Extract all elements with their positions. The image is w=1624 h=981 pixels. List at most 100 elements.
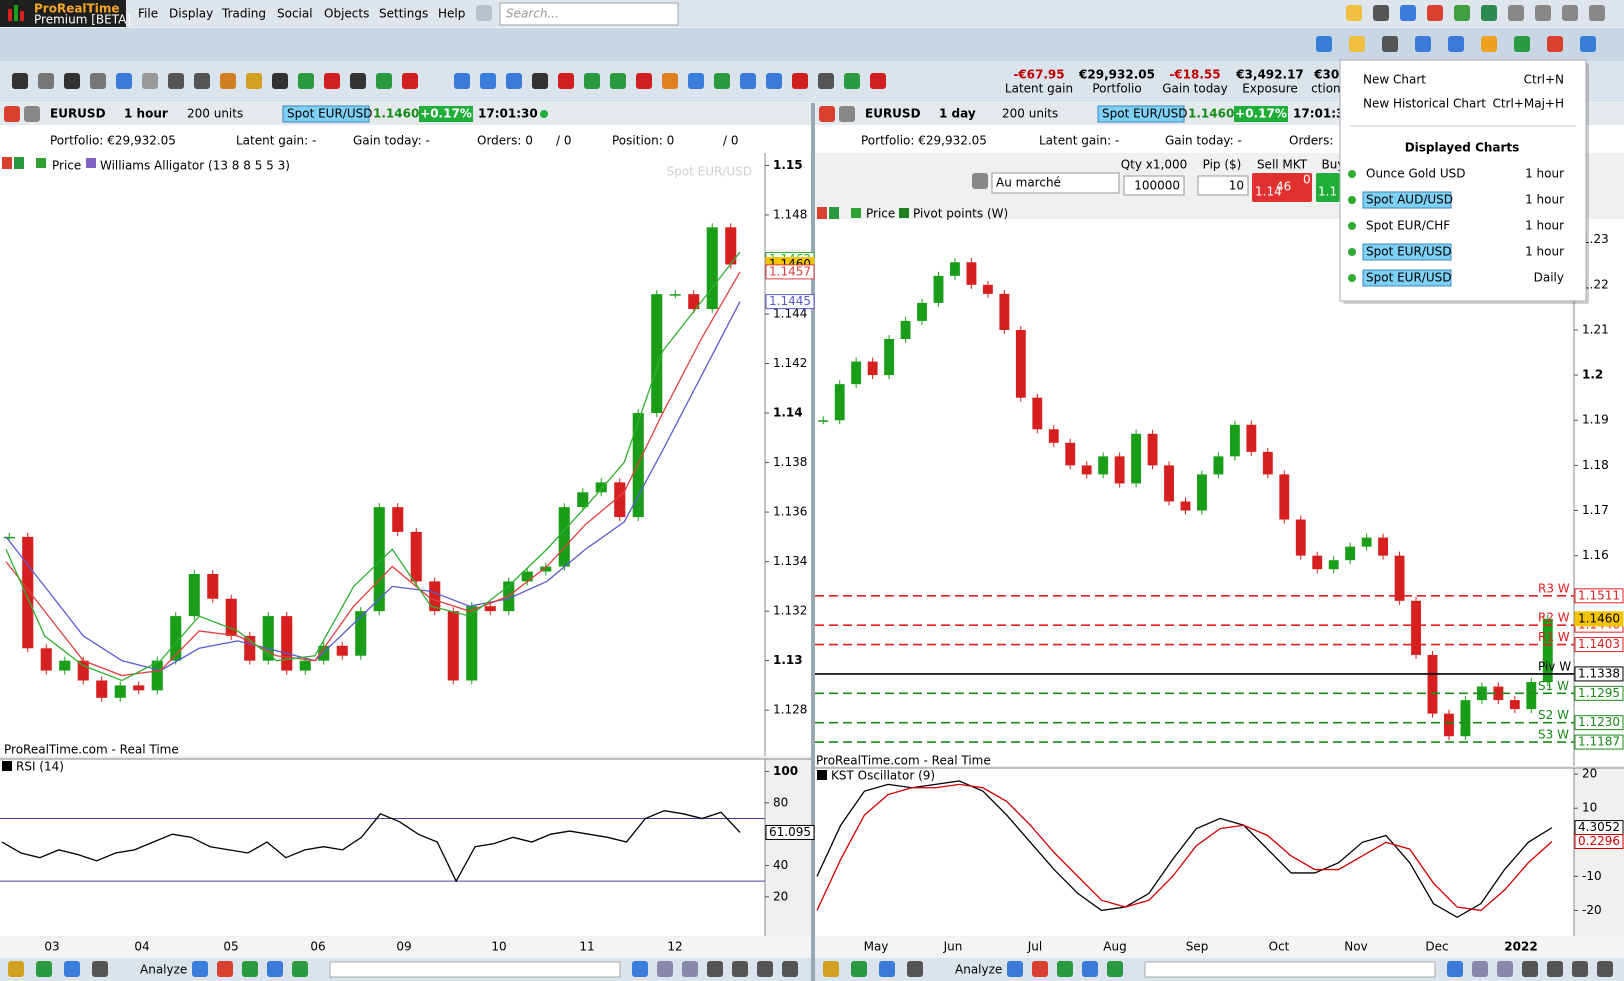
- icon[interactable]: [1508, 5, 1524, 21]
- icon[interactable]: [292, 961, 308, 977]
- menu-item[interactable]: Trading: [221, 7, 266, 21]
- timeframe[interactable]: 1 hour: [124, 107, 168, 121]
- icon[interactable]: [64, 961, 80, 977]
- menu-item[interactable]: Objects: [324, 7, 369, 21]
- icon[interactable]: [38, 73, 54, 89]
- sell-button[interactable]: [1252, 173, 1312, 202]
- icon[interactable]: [92, 961, 108, 977]
- icon[interactable]: [298, 73, 314, 89]
- icon[interactable]: [532, 73, 548, 89]
- icon[interactable]: [1427, 5, 1443, 21]
- icon[interactable]: [168, 73, 184, 89]
- timeframe[interactable]: 1 day: [939, 107, 976, 121]
- icon[interactable]: [1032, 961, 1048, 977]
- pip-input[interactable]: [1197, 175, 1249, 196]
- icon[interactable]: [324, 73, 340, 89]
- icon[interactable]: [819, 106, 835, 122]
- icon[interactable]: [972, 173, 988, 189]
- icon[interactable]: [1316, 36, 1332, 52]
- units[interactable]: 200 units: [1002, 107, 1058, 121]
- scrollbar[interactable]: [329, 961, 621, 978]
- menu-item[interactable]: Help: [438, 7, 465, 21]
- icon[interactable]: [242, 961, 258, 977]
- icon[interactable]: [8, 961, 24, 977]
- icon[interactable]: [4, 106, 20, 122]
- icon[interactable]: [36, 961, 52, 977]
- order-type[interactable]: [991, 172, 1120, 194]
- legend-button[interactable]: [14, 157, 24, 169]
- icon[interactable]: [192, 961, 208, 977]
- icon[interactable]: [116, 73, 132, 89]
- menu-item[interactable]: File: [138, 7, 158, 21]
- icon[interactable]: [1535, 5, 1551, 21]
- icon[interactable]: [740, 73, 756, 89]
- icon[interactable]: [1562, 5, 1578, 21]
- icon[interactable]: [1082, 961, 1098, 977]
- icon[interactable]: [879, 961, 895, 977]
- icon[interactable]: [818, 73, 834, 89]
- icon[interactable]: [220, 73, 236, 89]
- icon[interactable]: [64, 73, 80, 89]
- icon[interactable]: [1400, 5, 1416, 21]
- icon[interactable]: [476, 5, 492, 21]
- icon[interactable]: [792, 73, 808, 89]
- icon[interactable]: [12, 73, 28, 89]
- icon[interactable]: [851, 961, 867, 977]
- icon[interactable]: [682, 961, 698, 977]
- icon[interactable]: [24, 106, 40, 122]
- symbol[interactable]: EURUSD: [865, 107, 921, 121]
- icon[interactable]: [454, 73, 470, 89]
- icon[interactable]: [1580, 36, 1596, 52]
- icon[interactable]: [714, 73, 730, 89]
- icon[interactable]: [636, 73, 652, 89]
- displayed-chart[interactable]: Spot AUD/USD: [1366, 193, 1453, 207]
- icon[interactable]: [766, 73, 782, 89]
- icon[interactable]: [376, 73, 392, 89]
- menu-item[interactable]: Settings: [379, 7, 428, 21]
- icon[interactable]: [657, 961, 673, 977]
- icon[interactable]: [1382, 36, 1398, 52]
- icon[interactable]: [688, 73, 704, 89]
- icon[interactable]: [480, 73, 496, 89]
- icon[interactable]: [1007, 961, 1023, 977]
- icon[interactable]: [870, 73, 886, 89]
- icon[interactable]: [90, 73, 106, 89]
- icon[interactable]: [1472, 961, 1488, 977]
- icon[interactable]: [1415, 36, 1431, 52]
- icon[interactable]: [1349, 36, 1365, 52]
- menu-item[interactable]: New Chart: [1363, 73, 1426, 87]
- icon[interactable]: [782, 961, 798, 977]
- symbol[interactable]: EURUSD: [50, 107, 106, 121]
- units[interactable]: 200 units: [187, 107, 243, 121]
- scrollbar[interactable]: [1144, 961, 1436, 978]
- icon[interactable]: [350, 73, 366, 89]
- icon[interactable]: [142, 73, 158, 89]
- icon[interactable]: [1346, 5, 1362, 21]
- displayed-chart[interactable]: Ounce Gold USD: [1366, 167, 1466, 181]
- icon[interactable]: [632, 961, 648, 977]
- icon[interactable]: [1481, 5, 1497, 21]
- analyze-button[interactable]: Analyze: [955, 963, 1002, 977]
- icon[interactable]: [194, 73, 210, 89]
- icon[interactable]: [1373, 5, 1389, 21]
- icon[interactable]: [610, 73, 626, 89]
- search-box[interactable]: [499, 2, 679, 26]
- icon[interactable]: [1057, 961, 1073, 977]
- analyze-button[interactable]: Analyze: [140, 963, 187, 977]
- icon[interactable]: [907, 961, 923, 977]
- icon[interactable]: [1107, 961, 1123, 977]
- legend-button[interactable]: [2, 157, 12, 169]
- icon[interactable]: [1589, 5, 1605, 21]
- icon[interactable]: [558, 73, 574, 89]
- legend-button[interactable]: [829, 207, 839, 219]
- qty-input[interactable]: [1123, 175, 1185, 196]
- icon[interactable]: [757, 961, 773, 977]
- icon[interactable]: [1597, 961, 1613, 977]
- icon[interactable]: [246, 73, 262, 89]
- icon[interactable]: [402, 73, 418, 89]
- icon[interactable]: [662, 73, 678, 89]
- icon[interactable]: [584, 73, 600, 89]
- menu-item[interactable]: Display: [169, 7, 213, 21]
- icon[interactable]: [272, 73, 288, 89]
- menu-item[interactable]: New Historical Chart: [1363, 97, 1486, 111]
